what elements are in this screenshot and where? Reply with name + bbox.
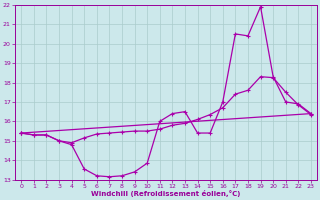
X-axis label: Windchill (Refroidissement éolien,°C): Windchill (Refroidissement éolien,°C): [92, 190, 241, 197]
